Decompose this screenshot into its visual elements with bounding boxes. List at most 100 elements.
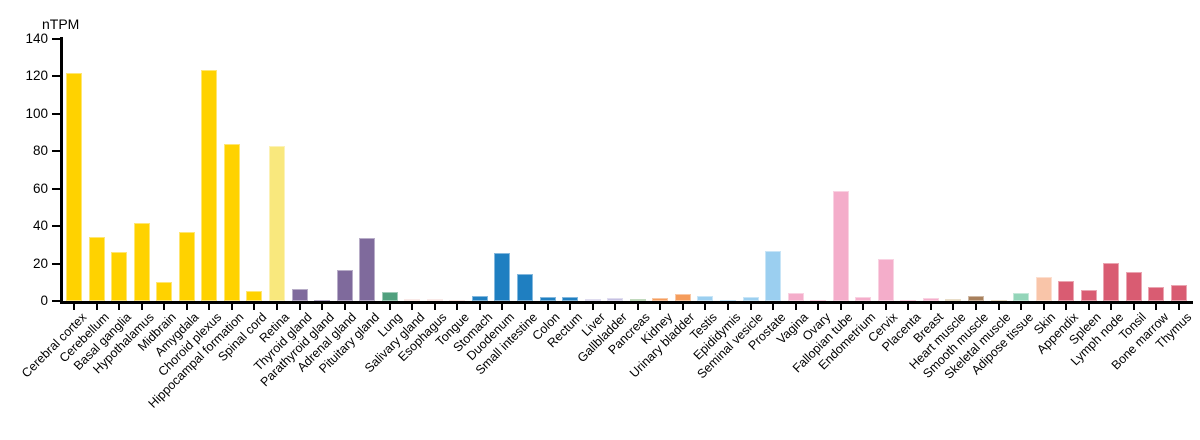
y-axis-tick [52, 75, 60, 78]
bar-placenta[interactable] [900, 300, 917, 301]
bar-tongue[interactable] [449, 299, 466, 301]
y-tick-label: 120 [25, 68, 48, 84]
bar-thymus[interactable] [1170, 284, 1187, 301]
x-axis-tick [1132, 303, 1135, 310]
bar-smooth-muscle[interactable] [968, 296, 984, 301]
x-axis-tick [884, 303, 887, 310]
bar-heart-muscle[interactable] [945, 299, 962, 301]
x-axis-tick [501, 303, 504, 310]
y-axis [60, 37, 63, 303]
x-axis-tick [140, 303, 143, 310]
x-axis-tick [975, 303, 977, 310]
x-axis-tick [1065, 303, 1068, 310]
bar-midbrain[interactable] [156, 281, 173, 301]
bar-esophagus[interactable] [426, 298, 443, 301]
bar-cervix[interactable] [877, 259, 894, 301]
x-axis-tick [321, 303, 324, 310]
x-axis-tick [118, 303, 121, 310]
bar-thyroid-gland[interactable] [291, 288, 308, 301]
bar-prostate[interactable] [765, 251, 782, 301]
bar-tonsil[interactable] [1125, 271, 1142, 301]
x-axis-tick [73, 303, 75, 310]
x-axis-tick [952, 303, 955, 310]
y-tick-label: 80 [32, 143, 48, 159]
bar-pituitary-gland[interactable] [359, 237, 376, 301]
bar-seminal-vesicle[interactable] [742, 297, 759, 301]
bar-parathyroid-gland[interactable] [314, 300, 331, 301]
x-axis-tick [907, 303, 910, 310]
bar-stomach[interactable] [471, 295, 488, 301]
bar-urinary-bladder[interactable] [674, 293, 691, 301]
bar-liver[interactable] [584, 299, 601, 301]
y-axis-tick [52, 225, 60, 228]
y-tick-label: 100 [25, 105, 48, 121]
x-axis-tick [726, 303, 729, 310]
x-axis-tick [208, 303, 211, 310]
bar-skin[interactable] [1035, 276, 1052, 301]
bar-kidney[interactable] [652, 298, 669, 301]
bar-epididymis[interactable] [719, 299, 736, 301]
bar-bone-marrow[interactable] [1148, 286, 1165, 301]
x-axis-tick [95, 303, 98, 310]
x-axis-tick [411, 303, 414, 310]
y-axis-tick [52, 300, 60, 302]
bar-pancreas[interactable] [629, 299, 646, 301]
y-tick-label: 60 [32, 180, 48, 196]
x-axis-tick [929, 303, 932, 310]
x-axis-tick [366, 303, 369, 310]
y-axis-tick [52, 150, 60, 153]
x-axis-tick [681, 303, 684, 310]
bar-choroid-plexus[interactable] [201, 69, 218, 301]
bar-gallbladder[interactable] [607, 298, 624, 301]
bar-cerebellum[interactable] [88, 237, 105, 301]
bar-adrenal-gland[interactable] [336, 269, 353, 301]
x-axis-tick [794, 303, 797, 310]
bar-lymph-node[interactable] [1103, 262, 1120, 301]
bar-endometrium[interactable] [855, 297, 872, 301]
bar-spinal-cord[interactable] [246, 290, 263, 301]
x-axis [60, 301, 1193, 304]
x-axis-tick [298, 303, 301, 310]
bar-skeletal-muscle[interactable] [990, 300, 1007, 301]
x-axis-tick [569, 303, 572, 310]
bar-breast[interactable] [922, 297, 939, 301]
bar-small-intestine[interactable] [517, 273, 533, 301]
y-tick-label: 20 [32, 255, 48, 271]
bar-lung[interactable] [381, 291, 398, 301]
bar-cerebral-cortex[interactable] [66, 72, 82, 301]
bar-basal-ganglia[interactable] [111, 251, 128, 301]
bar-fallopian-tube[interactable] [832, 190, 849, 301]
x-axis-tick [704, 303, 707, 310]
bar-hippocampal-formation[interactable] [223, 143, 240, 301]
bar-duodenum[interactable] [494, 252, 511, 301]
bar-amygdala[interactable] [178, 232, 195, 301]
y-tick-label: 140 [25, 31, 48, 46]
bar-rectum[interactable] [562, 296, 579, 301]
y-axis-tick [52, 112, 60, 115]
bar-appendix[interactable] [1058, 280, 1075, 301]
bar-vagina[interactable] [787, 293, 804, 301]
x-axis-tick [636, 303, 639, 310]
bar-ovary[interactable] [810, 299, 827, 301]
x-axis-tick [749, 303, 752, 310]
x-axis-tick [456, 303, 459, 310]
bar-adipose-tissue[interactable] [1013, 293, 1030, 301]
bar-hypothalamus[interactable] [133, 222, 150, 301]
bar-retina[interactable] [268, 145, 285, 301]
bar-spleen[interactable] [1080, 289, 1097, 301]
x-axis-tick [343, 303, 346, 310]
bar-salivary-gland[interactable] [404, 298, 421, 301]
x-axis-tick [230, 303, 233, 310]
y-axis-tick [52, 187, 60, 190]
x-axis-tick [839, 303, 842, 310]
y-tick-label: 0 [40, 293, 48, 308]
bar-testis[interactable] [697, 295, 714, 301]
x-axis-tick [1042, 303, 1045, 310]
x-axis-tick [614, 303, 617, 310]
x-axis-tick [997, 303, 1000, 310]
x-axis-tick [1110, 303, 1113, 310]
x-axis-tick [1155, 303, 1158, 310]
bar-colon[interactable] [539, 297, 556, 301]
x-axis-tick [862, 303, 865, 310]
